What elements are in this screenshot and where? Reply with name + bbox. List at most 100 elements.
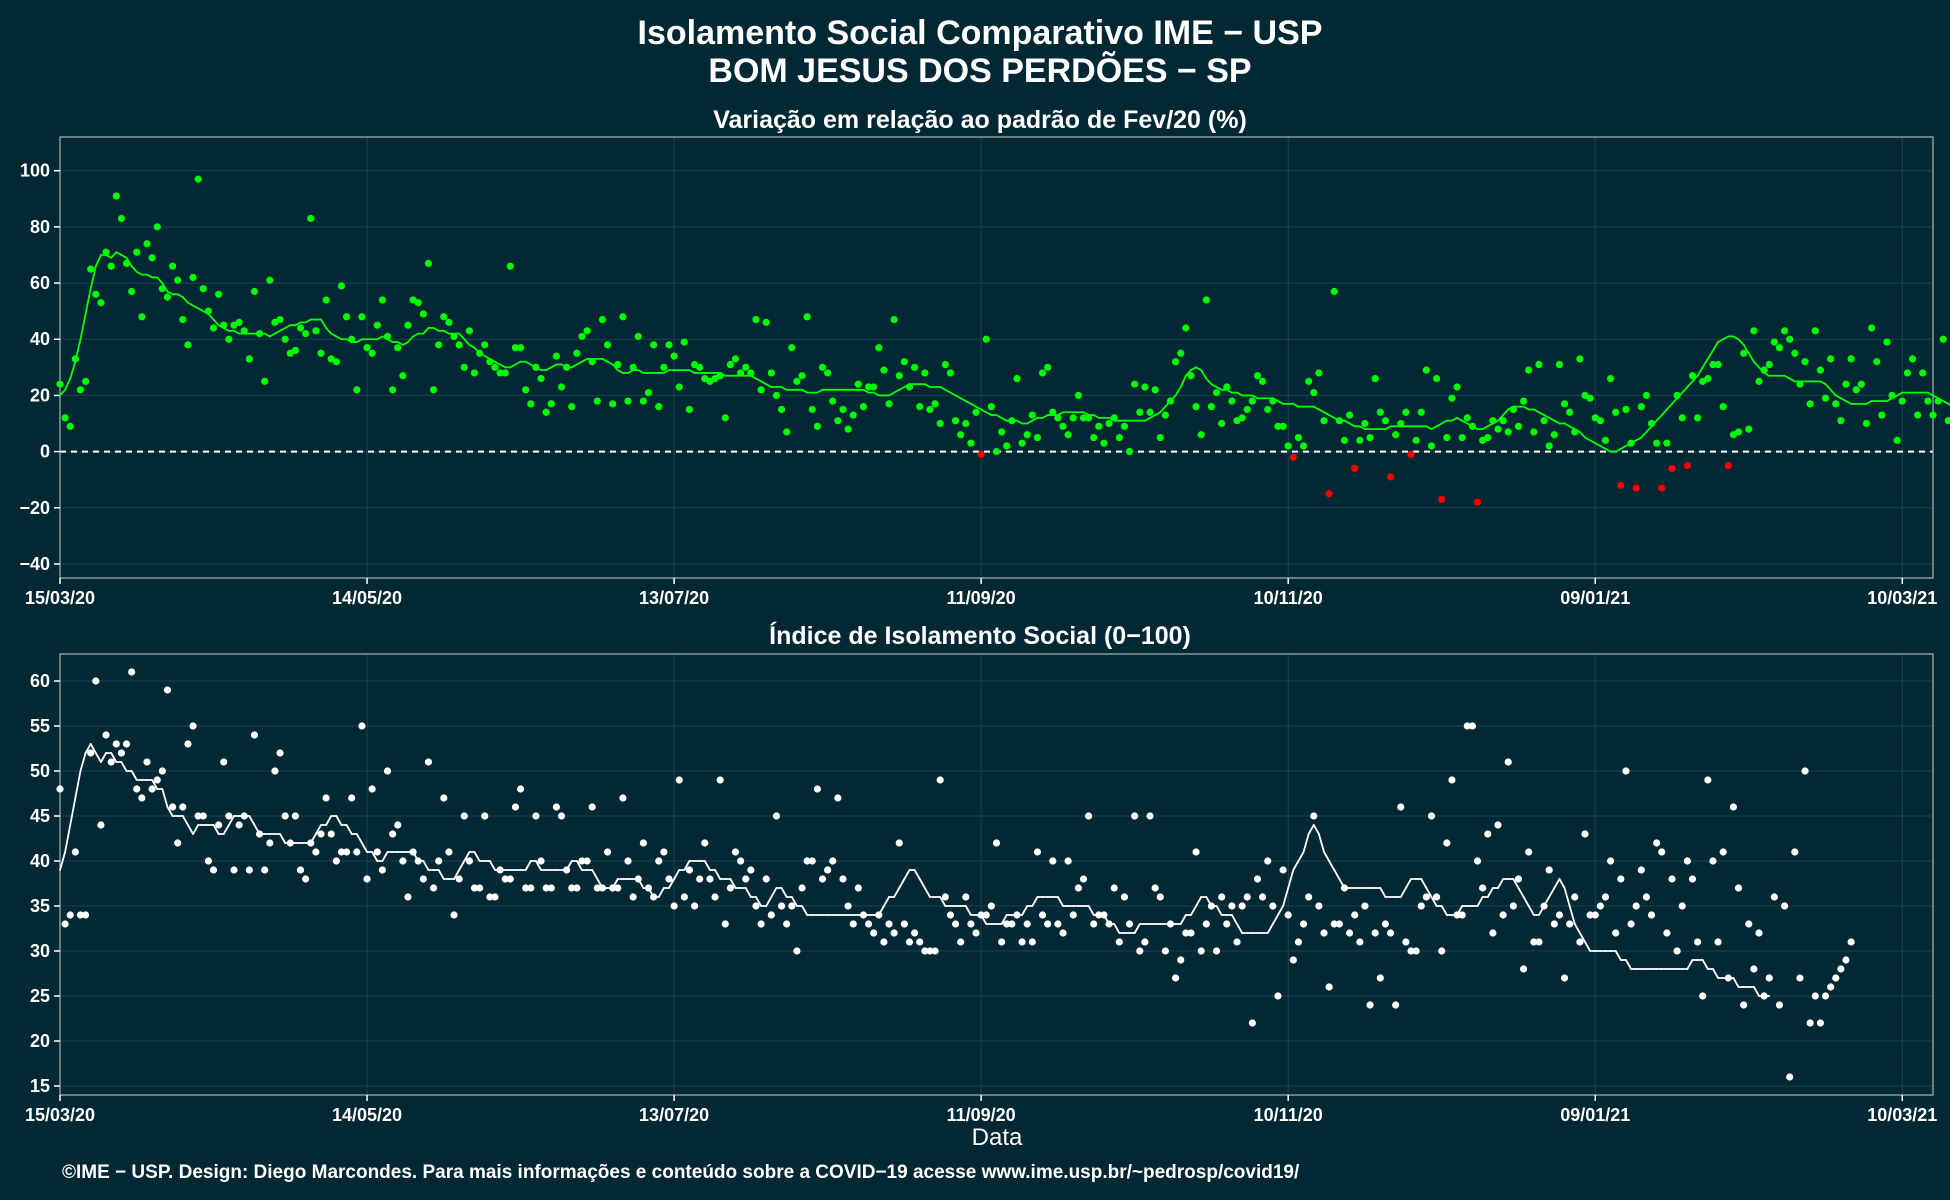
moving-average-segment [1271,914,1279,925]
data-point [660,848,668,856]
data-point [1125,920,1134,928]
data-point [1141,938,1149,946]
data-point [1289,453,1297,461]
data-point [92,290,100,298]
data-point [1064,857,1072,865]
moving-average-segment [1686,380,1694,388]
data-point [527,884,535,892]
moving-average-segment [1307,824,1315,835]
data-point [1259,377,1267,385]
data-point [399,372,407,380]
data-point [240,327,248,335]
moving-average-segment [1021,905,1029,916]
data-point [1458,911,1466,919]
data-point [353,848,361,856]
data-point [1090,433,1098,442]
data-point [1755,377,1763,385]
moving-average-segment [1312,405,1320,411]
data-point [1919,369,1927,377]
data-point [829,857,837,865]
moving-average-segment [1568,905,1576,925]
data-point [1013,374,1021,383]
data-point [117,214,126,223]
data-point [179,315,187,324]
data-point [1837,417,1845,425]
data-point [1612,408,1620,416]
moving-average-segment [591,869,599,880]
data-point [112,740,120,748]
moving-average-segment [550,363,558,369]
data-point [1028,411,1036,419]
data-point [1893,436,1901,444]
moving-average-segment [1563,887,1571,907]
data-point [1622,405,1630,414]
moving-average-segment [1312,824,1320,835]
data-point [445,318,453,326]
data-point [583,327,591,335]
data-point [972,929,980,937]
data-point [1540,417,1548,425]
data-point [670,352,678,360]
moving-average-segment [1435,422,1443,428]
moving-average-segment [84,743,92,754]
moving-average-segment [212,824,220,835]
data-point [747,369,755,377]
data-point [327,830,335,838]
data-point [1274,992,1282,1000]
y-tick-label: 20 [30,385,50,405]
data-point [1238,902,1246,910]
data-point [573,349,581,357]
data-point [941,893,949,901]
y-tick-label: 20 [30,1031,50,1051]
moving-average-segment [1543,414,1551,419]
data-point [153,223,161,231]
moving-average-segment [780,887,788,898]
moving-average-segment [1195,366,1203,372]
moving-average-segment [1819,380,1827,386]
data-point [1637,403,1645,411]
data-point [230,866,238,874]
data-point [875,344,883,352]
data-point [1571,893,1579,901]
data-point [250,731,259,739]
data-point [1120,422,1129,430]
data-point [358,313,366,321]
data-point [348,794,356,802]
moving-average-segment [1190,905,1197,916]
data-point [66,911,74,919]
data-point [511,344,520,352]
data-point [337,848,346,856]
data-point [757,386,765,394]
data-point [1018,439,1026,447]
data-point [1110,884,1118,892]
moving-average-segment [1425,887,1433,898]
moving-average-segment [458,860,466,871]
data-point [1545,442,1553,450]
moving-average-segment [1712,968,1719,979]
moving-average-segment [1701,959,1709,970]
data-point [721,414,729,422]
data-point [1033,433,1042,442]
data-point [1228,397,1236,405]
data-point [1786,1073,1794,1081]
data-point [1832,400,1840,408]
data-point [1520,965,1528,973]
y-tick-label: 0 [40,442,50,462]
data-point [1842,380,1850,388]
data-point [619,794,627,802]
moving-average-segment [1752,986,1760,997]
data-point [1325,983,1333,991]
data-point [1397,803,1405,811]
data-point [1192,403,1200,411]
moving-average-segment [1205,377,1213,386]
data-point [1085,812,1093,820]
data-point [1816,1019,1825,1027]
data-point [644,389,653,397]
data-point [1586,911,1594,919]
data-point [987,902,995,910]
moving-average-segment [1737,338,1745,346]
data-point [834,417,842,425]
data-point [363,875,371,883]
data-point [603,341,612,349]
moving-average-segment [1133,923,1141,934]
